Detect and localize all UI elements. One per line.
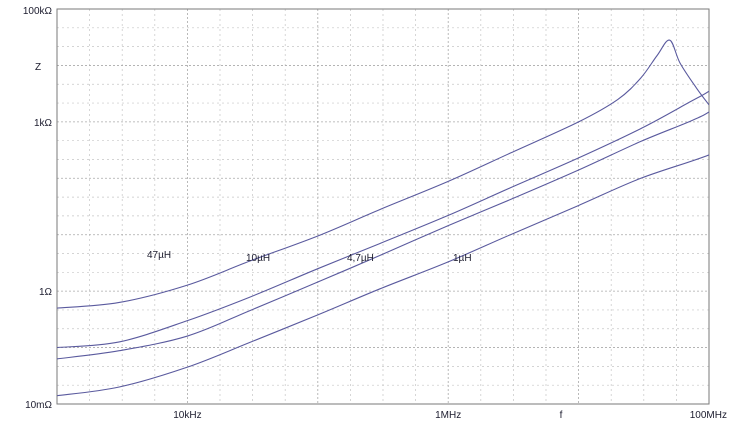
series-label-0: 47µH	[147, 250, 171, 261]
curves	[57, 39, 709, 397]
series-line-1	[57, 90, 709, 349]
x-tick-label: 10kHz	[173, 410, 201, 421]
x-tick-label: 1MHz	[435, 410, 461, 421]
series-label-3: 1µH	[453, 253, 472, 264]
plot-frame	[56, 8, 710, 405]
y-axis-label: Z	[35, 62, 41, 73]
series-line-3	[57, 154, 709, 397]
x-tick-label: 100MHz	[690, 410, 727, 421]
series-label-2: 4,7µH	[347, 253, 374, 264]
y-tick-label: 10mΩ	[25, 400, 52, 411]
y-tick-label: 1Ω	[39, 287, 53, 298]
y-tick-label: 1kΩ	[34, 118, 53, 129]
series-line-0	[57, 39, 709, 309]
series-label-1: 10µH	[246, 253, 270, 264]
grid	[57, 9, 709, 404]
labels: 100kΩ 1kΩ 1Ω 10mΩ 10kHz 1MHz 100MHz f Z 47µH 10µH 4…	[23, 6, 727, 421]
x-axis-label: f	[560, 410, 563, 421]
series-line-2	[57, 111, 709, 360]
y-tick-label: 100kΩ	[23, 6, 53, 17]
